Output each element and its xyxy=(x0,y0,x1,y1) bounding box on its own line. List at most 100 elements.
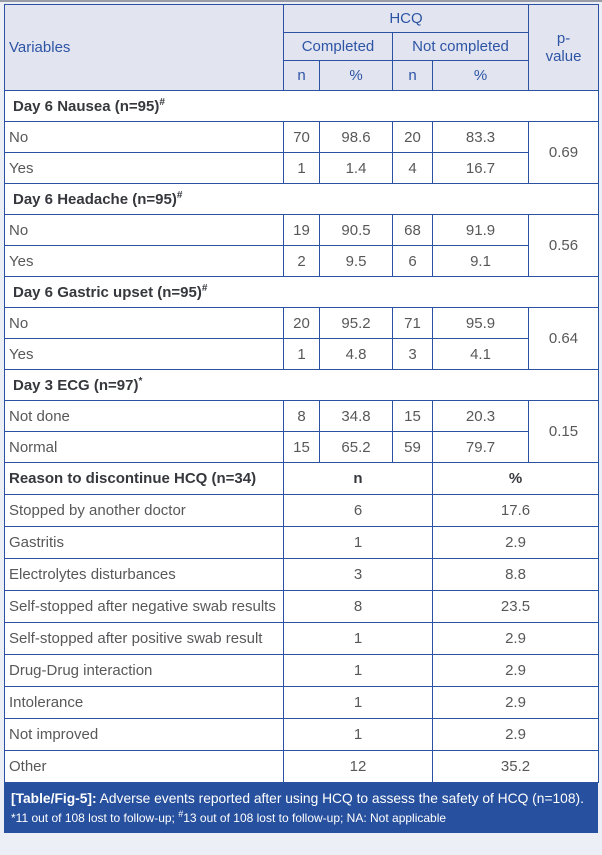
row-label: Intolerance xyxy=(4,686,284,719)
section-title-sup: * xyxy=(138,375,143,387)
completed-n-header-cell: n xyxy=(283,60,320,91)
header-row-groups: Completed Not completed xyxy=(5,32,599,61)
row-label: No xyxy=(4,121,284,153)
value-cell: 1 xyxy=(283,686,433,719)
value-cell: 3 xyxy=(392,338,433,370)
row-label: No xyxy=(4,307,284,339)
table-row: Electrolytes disturbances 3 8.8 xyxy=(4,558,600,591)
value-cell: 83.3 xyxy=(431,121,530,153)
value-cell: 95.9 xyxy=(431,307,530,339)
section-title-cell: Day 6 Nausea (n=95)# xyxy=(3,90,600,122)
value-cell: 1 xyxy=(283,622,433,655)
row-label: Other xyxy=(4,750,284,783)
row-label: No xyxy=(4,214,284,246)
table-row: Other 12 35.2 xyxy=(4,750,600,783)
value-cell: 1 xyxy=(283,654,433,687)
table-row: Drug-Drug interaction 1 2.9 xyxy=(4,654,600,687)
row-label: Gastritis xyxy=(4,526,284,559)
section-title: Day 3 ECG (n=97) xyxy=(13,376,139,394)
row-label: Self-stopped after negative swab results xyxy=(4,590,284,623)
value-cell: 2.9 xyxy=(431,622,600,655)
value-cell: 3 xyxy=(283,558,433,591)
value-cell: 6 xyxy=(283,494,433,527)
p-value-cell: 0.64 xyxy=(528,307,600,370)
value-cell: 20 xyxy=(392,121,433,153)
value-cell: 70 xyxy=(283,121,320,153)
value-cell: 68 xyxy=(392,214,433,246)
table-row: Self-stopped after negative swab results… xyxy=(4,590,600,623)
completed-header-cell: Completed xyxy=(283,32,393,61)
value-cell: 1 xyxy=(283,152,320,184)
table-header: Variables HCQ p- value Completed Not com… xyxy=(4,4,600,91)
discontinue-pct-header-cell: % xyxy=(431,462,600,495)
section-title: Day 6 Nausea (n=95) xyxy=(13,97,160,115)
table-caption-block: [Table/Fig-5]: Adverse events reported a… xyxy=(4,783,598,834)
value-cell: 91.9 xyxy=(431,214,530,246)
value-cell: 1 xyxy=(283,718,433,751)
value-cell: 15 xyxy=(283,431,320,463)
section-title: Day 6 Gastric upset (n=95) xyxy=(13,283,202,301)
row-label: Electrolytes disturbances xyxy=(4,558,284,591)
row-label: Yes xyxy=(4,245,284,277)
completed-pct-header-cell: % xyxy=(319,60,393,91)
section-title-cell: Day 3 ECG (n=97)* xyxy=(3,369,600,401)
header-row-npct: n % n % xyxy=(5,60,599,91)
section-title-cell: Day 6 Headache (n=95)# xyxy=(3,183,600,215)
page: Variables HCQ p- value Completed Not com… xyxy=(3,4,600,783)
value-cell: 20.3 xyxy=(431,400,530,432)
not-completed-pct-header-cell: % xyxy=(431,60,530,91)
table-row: Intolerance 1 2.9 xyxy=(4,686,600,719)
value-cell: 4 xyxy=(392,152,433,184)
value-cell: 8 xyxy=(283,400,320,432)
value-cell: 6 xyxy=(392,245,433,277)
value-cell: 8.8 xyxy=(431,558,600,591)
section-title: Day 6 Headache (n=95) xyxy=(13,190,177,208)
table-row: No 20 95.2 71 95.9 0.64 xyxy=(4,307,600,370)
p-label-line2: value xyxy=(545,47,582,65)
section-gastric-upset: Day 6 Gastric upset (n=95)# No 20 95.2 7… xyxy=(3,276,600,370)
table-fig-tag: [Table/Fig-5]: xyxy=(11,791,97,806)
value-cell: 1 xyxy=(283,338,320,370)
p-value-cell: 0.15 xyxy=(528,400,600,463)
value-cell: 2.9 xyxy=(431,526,600,559)
section-title-row: Day 6 Nausea (n=95)# xyxy=(3,90,600,122)
row-label: Yes xyxy=(4,152,284,184)
value-cell: 9.1 xyxy=(431,245,530,277)
table-row: No 19 90.5 68 91.9 0.56 xyxy=(4,214,600,277)
header-row-hcq: Variables HCQ p- value xyxy=(4,4,600,91)
section-title-sup: # xyxy=(201,282,208,294)
value-cell: 16.7 xyxy=(431,152,530,184)
value-cell: 9.5 xyxy=(319,245,393,277)
table-row: Yes 2 9.5 6 9.1 xyxy=(4,245,599,277)
discontinue-title-cell: Reason to discontinue HCQ (n=34) xyxy=(4,462,284,495)
row-label: Self-stopped after positive swab result xyxy=(4,622,284,655)
table-row: No 70 98.6 20 83.3 0.69 xyxy=(4,121,600,184)
section-discontinue: Reason to discontinue HCQ (n=34) n % Sto… xyxy=(4,462,600,783)
value-cell: 65.2 xyxy=(319,431,393,463)
value-cell: 2.9 xyxy=(431,654,600,687)
row-label: Not improved xyxy=(4,718,284,751)
value-cell: 12 xyxy=(283,750,433,783)
value-cell: 1 xyxy=(283,526,433,559)
value-cell: 4.1 xyxy=(431,338,530,370)
not-completed-header-cell: Not completed xyxy=(391,32,530,61)
value-cell: 95.2 xyxy=(319,307,393,339)
table-row: Yes 1 4.8 3 4.1 xyxy=(4,338,599,370)
value-cell: 71 xyxy=(392,307,433,339)
p-value-cell: 0.56 xyxy=(528,214,600,277)
variables-header-cell: Variables xyxy=(4,4,284,91)
row-label: Stopped by another doctor xyxy=(4,494,284,527)
table-row: Normal 15 65.2 59 79.7 xyxy=(4,431,599,463)
section-title-row: Day 6 Gastric upset (n=95)# xyxy=(3,276,600,308)
section-title-sup: # xyxy=(159,96,165,108)
value-cell: 35.2 xyxy=(431,750,600,783)
table-row: Stopped by another doctor 6 17.6 xyxy=(4,494,600,527)
value-cell: 4.8 xyxy=(319,338,393,370)
table-row: Self-stopped after positive swab result … xyxy=(4,622,600,655)
value-cell: 79.7 xyxy=(431,431,530,463)
p-label-line1: p- xyxy=(556,30,571,48)
section-headache: Day 6 Headache (n=95)# No 19 90.5 68 91.… xyxy=(3,183,600,277)
value-cell: 2.9 xyxy=(431,686,600,719)
caption-text: Adverse events reported after using HCQ … xyxy=(99,791,584,806)
row-label: Drug-Drug interaction xyxy=(4,654,284,687)
